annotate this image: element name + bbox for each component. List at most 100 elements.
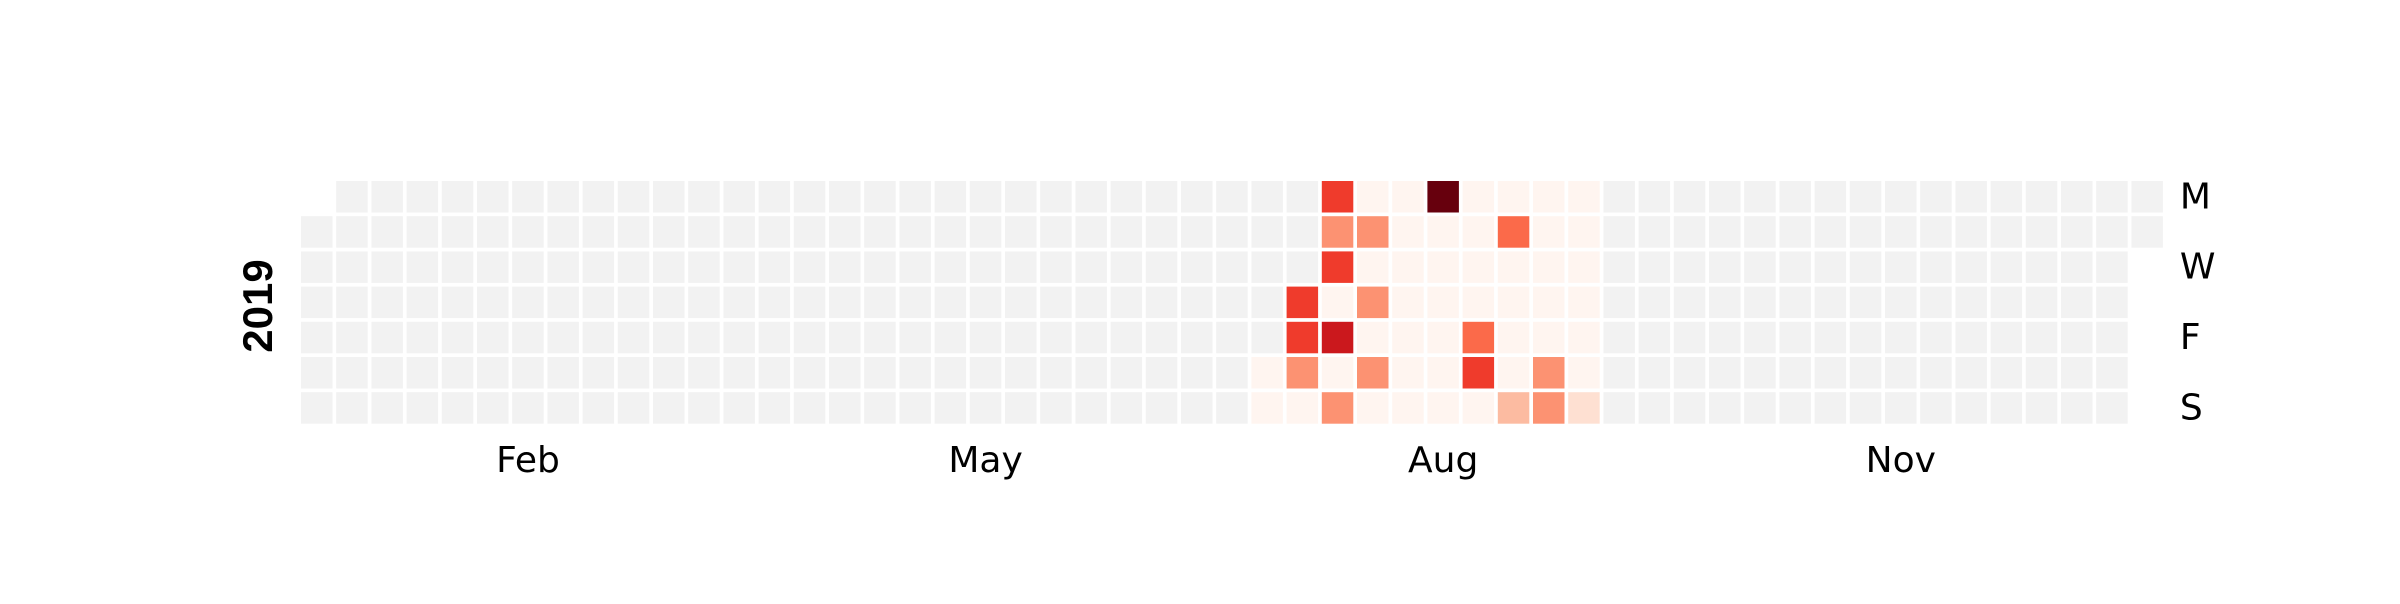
heatmap-cell-empty bbox=[653, 321, 685, 354]
heatmap-cell-empty bbox=[1955, 357, 1987, 389]
heatmap-cell-empty bbox=[1673, 392, 1706, 424]
heatmap-cell-empty bbox=[793, 392, 826, 424]
heatmap-cell-empty bbox=[1779, 181, 1811, 213]
heatmap-cell-empty bbox=[653, 392, 685, 424]
heatmap-cell-empty bbox=[371, 392, 403, 424]
month-label-aug: Aug bbox=[1408, 440, 1478, 481]
heatmap-cell-empty bbox=[336, 357, 368, 389]
heatmap-cell-empty bbox=[1145, 181, 1178, 213]
heatmap-cell-empty bbox=[1885, 321, 1917, 354]
heatmap-cell-empty bbox=[1216, 286, 1248, 319]
heatmap-cell-empty bbox=[1251, 216, 1283, 248]
heatmap-cell-active bbox=[1497, 286, 1530, 319]
heatmap-cell-empty bbox=[1181, 321, 1213, 354]
heatmap-cell-empty bbox=[2025, 181, 2058, 213]
heatmap-cell-empty bbox=[864, 392, 896, 424]
heatmap-cell-empty bbox=[617, 216, 650, 248]
heatmap-cell-empty bbox=[2131, 216, 2163, 248]
heatmap-cell-empty bbox=[1040, 286, 1072, 319]
heatmap-cell-empty bbox=[1216, 216, 1248, 248]
heatmap-cell-empty bbox=[1181, 181, 1213, 213]
heatmap-cell-empty bbox=[336, 286, 368, 319]
heatmap-cell-empty bbox=[1181, 251, 1213, 283]
heatmap-cell-empty bbox=[1709, 357, 1741, 389]
heatmap-cell-empty bbox=[441, 251, 474, 283]
heatmap-cell-empty bbox=[1744, 392, 1776, 424]
heatmap-cell-empty bbox=[2061, 251, 2093, 283]
heatmap-cell-empty bbox=[336, 392, 368, 424]
heatmap-cell-empty bbox=[1744, 251, 1776, 283]
heatmap-cell-empty bbox=[969, 357, 1002, 389]
heatmap-cell-empty bbox=[969, 286, 1002, 319]
heatmap-cell-empty bbox=[1779, 251, 1811, 283]
heatmap-cell-empty bbox=[301, 392, 333, 424]
heatmap-cell-empty bbox=[2096, 286, 2128, 319]
heatmap-cell-empty bbox=[512, 357, 544, 389]
heatmap-cell-empty bbox=[723, 357, 755, 389]
heatmap-cell-empty bbox=[1885, 286, 1917, 319]
heatmap-cell-active bbox=[1357, 216, 1389, 248]
heatmap-cell-empty bbox=[1145, 392, 1178, 424]
heatmap-cell-empty bbox=[512, 286, 544, 319]
heatmap-cell-empty bbox=[1040, 321, 1072, 354]
heatmap-cell-empty bbox=[793, 216, 826, 248]
heatmap-cell-empty bbox=[1005, 251, 1037, 283]
heatmap-cell-empty bbox=[1709, 286, 1741, 319]
heatmap-cell-empty bbox=[1075, 251, 1107, 283]
heatmap-cell-empty bbox=[864, 216, 896, 248]
heatmap-cell-empty bbox=[1779, 392, 1811, 424]
heatmap-cell-empty bbox=[688, 181, 720, 213]
weekday-label-w: W bbox=[2180, 247, 2216, 288]
heatmap-cell-active bbox=[1427, 181, 1459, 213]
heatmap-cell-empty bbox=[793, 251, 826, 283]
heatmap-cell-active bbox=[1427, 251, 1459, 283]
heatmap-cell-empty bbox=[441, 357, 474, 389]
heatmap-cell-empty bbox=[1005, 286, 1037, 319]
heatmap-cell-empty bbox=[2025, 251, 2058, 283]
heatmap-cell-empty bbox=[441, 286, 474, 319]
heatmap-cell-empty bbox=[758, 392, 791, 424]
heatmap-cell-empty bbox=[582, 181, 615, 213]
heatmap-cell-empty bbox=[688, 392, 720, 424]
month-label-nov: Nov bbox=[1866, 440, 1936, 481]
heatmap-cell-empty bbox=[1744, 321, 1776, 354]
heatmap-cell-active bbox=[1321, 216, 1354, 248]
heatmap-cell-empty bbox=[1145, 216, 1178, 248]
heatmap-cell-empty bbox=[758, 216, 791, 248]
heatmap-cell-empty bbox=[1251, 251, 1283, 283]
heatmap-cell-empty bbox=[1744, 357, 1776, 389]
heatmap-cell-active bbox=[1568, 286, 1600, 319]
heatmap-cell-empty bbox=[829, 251, 861, 283]
heatmap-cell-empty bbox=[1779, 286, 1811, 319]
heatmap-cell-active bbox=[1533, 181, 1565, 213]
heatmap-cell-empty bbox=[336, 216, 368, 248]
heatmap-cell-empty bbox=[1955, 216, 1987, 248]
heatmap-cell-empty bbox=[829, 321, 861, 354]
heatmap-cell-empty bbox=[477, 321, 509, 354]
heatmap-cell-empty bbox=[899, 321, 931, 354]
heatmap-cell-empty bbox=[653, 286, 685, 319]
heatmap-cell-empty bbox=[1286, 216, 1319, 248]
weekday-label-f: F bbox=[2180, 317, 2201, 358]
heatmap-cell-empty bbox=[688, 357, 720, 389]
heatmap-cell-empty bbox=[1920, 392, 1952, 424]
heatmap-cell-empty bbox=[2096, 181, 2128, 213]
month-labels-layer: Feb May Aug Nov bbox=[496, 440, 1936, 481]
heatmap-cell-empty bbox=[758, 181, 791, 213]
heatmap-cell-empty bbox=[547, 321, 579, 354]
heatmap-cell-empty bbox=[829, 216, 861, 248]
heatmap-cell-empty bbox=[934, 357, 967, 389]
heatmap-cell-active bbox=[1568, 251, 1600, 283]
heatmap-cell-empty bbox=[2096, 251, 2128, 283]
heatmap-cell-empty bbox=[2061, 357, 2093, 389]
heatmap-cell-empty bbox=[688, 251, 720, 283]
heatmap-cell-empty bbox=[1075, 216, 1107, 248]
heatmap-cell-empty bbox=[371, 321, 403, 354]
heatmap-cell-empty bbox=[1286, 251, 1319, 283]
heatmap-cell-empty bbox=[1673, 181, 1706, 213]
heatmap-cell-active bbox=[1321, 392, 1354, 424]
heatmap-cell-empty bbox=[2096, 357, 2128, 389]
heatmap-cell-empty bbox=[1075, 181, 1107, 213]
heatmap-cell-empty bbox=[899, 286, 931, 319]
